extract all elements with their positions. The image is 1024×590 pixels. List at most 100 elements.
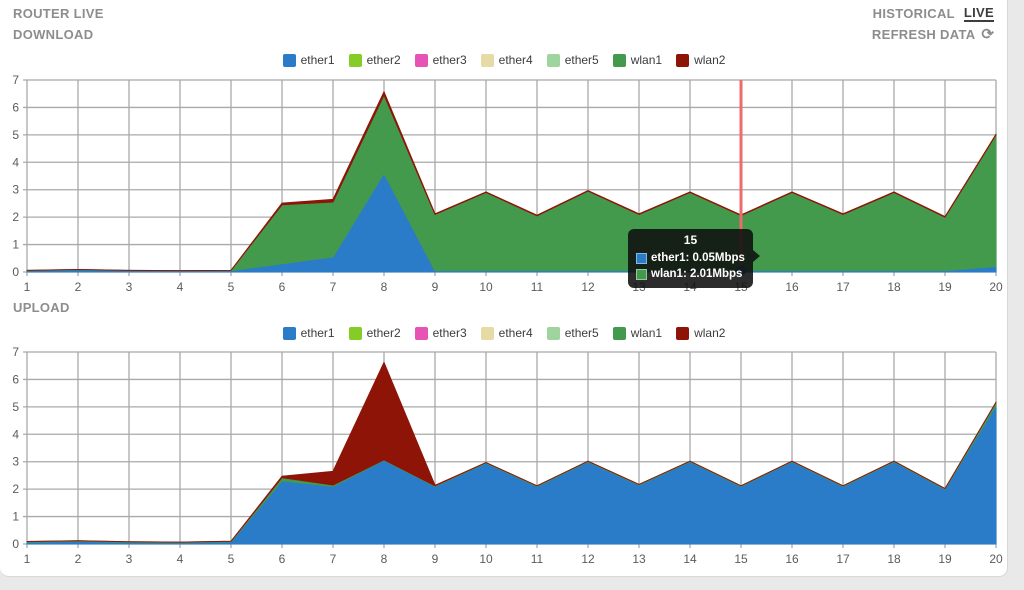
svg-text:10: 10 [479,552,493,566]
svg-text:11: 11 [531,552,544,566]
legend-item-wlan2: wlan2 [676,53,725,67]
svg-text:9: 9 [432,552,439,566]
legend-item-wlan1: wlan1 [612,326,663,340]
ether1-swatch-icon [282,326,296,340]
svg-text:5: 5 [228,280,235,294]
refresh-button[interactable]: REFRESH DATA ⟳ [872,27,994,42]
svg-text:11: 11 [531,280,544,294]
svg-text:1: 1 [12,238,19,252]
svg-text:6: 6 [12,100,19,114]
svg-text:6: 6 [279,552,286,566]
svg-text:4: 4 [177,280,184,294]
download-section-label: DOWNLOAD [13,27,94,42]
svg-text:1: 1 [24,280,31,294]
live-link[interactable]: LIVE [963,5,994,22]
svg-text:1: 1 [24,552,31,566]
svg-text:16: 16 [785,552,799,566]
svg-text:2: 2 [75,280,82,294]
tooltip-wlan1-swatch [636,268,647,280]
legend-label: wlan2 [694,326,726,340]
svg-text:12: 12 [581,280,595,294]
legend-item-ether5: ether5 [546,326,599,340]
ether4-swatch-icon [480,53,494,67]
chart-tooltip: 15 ether1: 0.05Mbps wlan1: 2.01Mbps [628,229,760,288]
ether3-swatch-icon [414,326,428,340]
legend-item-ether3: ether3 [414,326,467,340]
ether4-swatch-icon [480,326,494,340]
historical-link[interactable]: HISTORICAL [872,6,955,21]
svg-text:17: 17 [836,280,850,294]
legend-label: wlan1 [630,53,663,67]
legend-item-ether3: ether3 [414,53,467,67]
legend-item-ether2: ether2 [348,53,401,67]
refresh-icon: ⟳ [981,26,994,43]
svg-text:2: 2 [12,482,19,496]
legend-label: ether1 [300,326,335,340]
svg-text:5: 5 [12,128,19,142]
svg-text:4: 4 [12,427,19,441]
legend-item-ether1: ether1 [282,53,335,67]
area-wlan2 [26,361,997,543]
legend-item-ether5: ether5 [546,53,599,67]
svg-text:2: 2 [12,210,19,224]
svg-text:0: 0 [12,537,19,551]
legend-label: ether5 [564,53,599,67]
legend-label: ether3 [432,53,467,67]
legend-label: ether5 [564,326,599,340]
tooltip-row: wlan1: 2.01Mbps [636,266,745,282]
svg-text:14: 14 [683,552,697,566]
legend-label: wlan1 [630,326,663,340]
page-title: ROUTER LIVE [13,6,104,21]
legend-item-ether2: ether2 [348,326,401,340]
svg-text:10: 10 [479,280,493,294]
svg-text:5: 5 [12,400,19,414]
ether3-swatch-icon [414,53,428,67]
wlan1-swatch-icon [612,53,626,67]
header-row: ROUTER LIVE HISTORICAL LIVE [13,5,994,22]
mode-toggle: HISTORICAL LIVE [873,5,994,22]
svg-text:2: 2 [75,552,82,566]
legend-item-wlan1: wlan1 [612,53,663,67]
svg-text:4: 4 [12,155,19,169]
svg-text:19: 19 [938,280,952,294]
svg-text:18: 18 [887,552,901,566]
svg-text:6: 6 [12,372,19,386]
svg-text:1: 1 [12,510,19,524]
ether2-swatch-icon [348,326,362,340]
legend-label: ether4 [498,53,533,67]
svg-text:18: 18 [887,280,901,294]
svg-text:20: 20 [989,280,1003,294]
legend-label: ether2 [366,53,401,67]
svg-text:9: 9 [432,280,439,294]
svg-text:7: 7 [12,345,19,359]
svg-text:8: 8 [381,280,388,294]
upload-section-label: UPLOAD [13,300,70,315]
svg-text:0: 0 [12,265,19,279]
legend-label: ether2 [366,326,401,340]
ether5-swatch-icon [546,53,560,67]
legend-item-ether4: ether4 [480,53,533,67]
svg-text:8: 8 [381,552,388,566]
wlan2-swatch-icon [676,53,690,67]
ether5-swatch-icon [546,326,560,340]
svg-text:7: 7 [330,552,337,566]
svg-text:4: 4 [177,552,184,566]
legend-item-ether4: ether4 [480,326,533,340]
svg-text:7: 7 [12,73,19,87]
wlan2-swatch-icon [676,326,690,340]
tooltip-title: 15 [683,233,698,247]
svg-text:7: 7 [330,280,337,294]
svg-text:3: 3 [126,552,133,566]
upload-legend: ether1 ether2 ether3 ether4 ether5 wlan1 wlan2 [0,326,1008,340]
legend-item-ether1: ether1 [282,326,335,340]
svg-text:16: 16 [785,280,799,294]
tooltip-row: ether1: 0.05Mbps [636,250,745,266]
legend-item-wlan2: wlan2 [676,326,725,340]
ether2-swatch-icon [348,53,362,67]
tooltip-ether1-swatch [636,252,647,264]
svg-text:17: 17 [836,552,850,566]
svg-text:19: 19 [938,552,952,566]
